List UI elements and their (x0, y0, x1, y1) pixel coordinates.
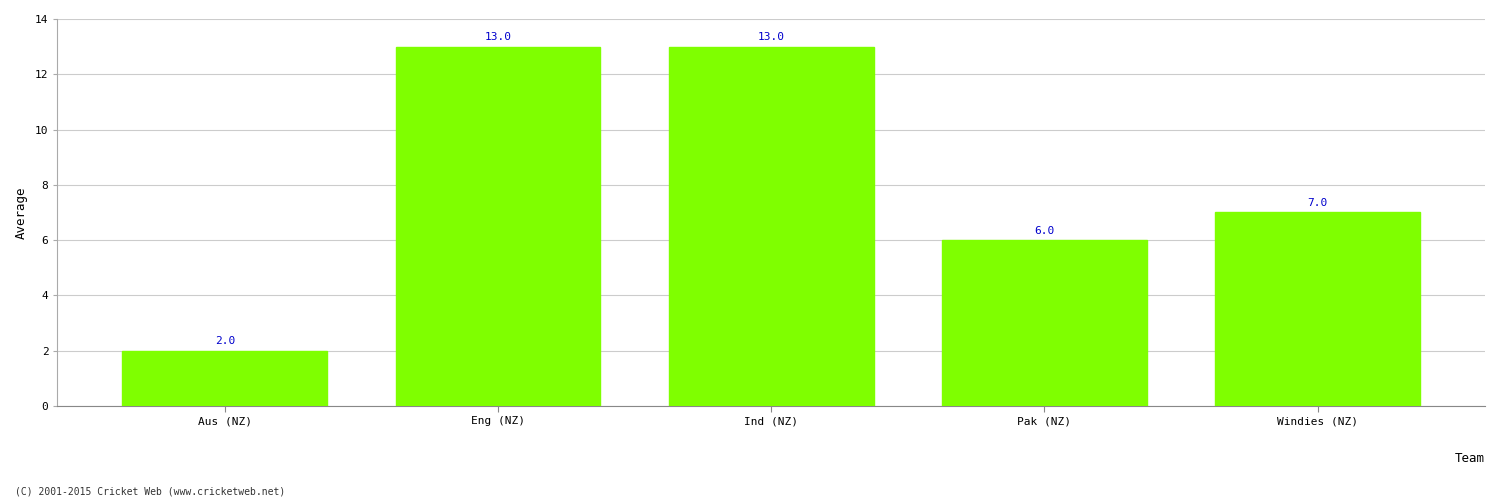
Bar (1215, 212, 1420, 406)
Bar (669, 46, 873, 406)
Text: 13.0: 13.0 (758, 32, 784, 42)
Text: 6.0: 6.0 (1035, 226, 1054, 236)
Y-axis label: Average: Average (15, 186, 28, 238)
Bar (123, 350, 327, 406)
Text: 7.0: 7.0 (1308, 198, 1328, 208)
Text: Team: Team (1455, 452, 1485, 465)
Bar (942, 240, 1148, 406)
Bar (396, 46, 600, 406)
Text: 13.0: 13.0 (484, 32, 512, 42)
Text: 2.0: 2.0 (214, 336, 236, 346)
Text: (C) 2001-2015 Cricket Web (www.cricketweb.net): (C) 2001-2015 Cricket Web (www.cricketwe… (15, 487, 285, 497)
